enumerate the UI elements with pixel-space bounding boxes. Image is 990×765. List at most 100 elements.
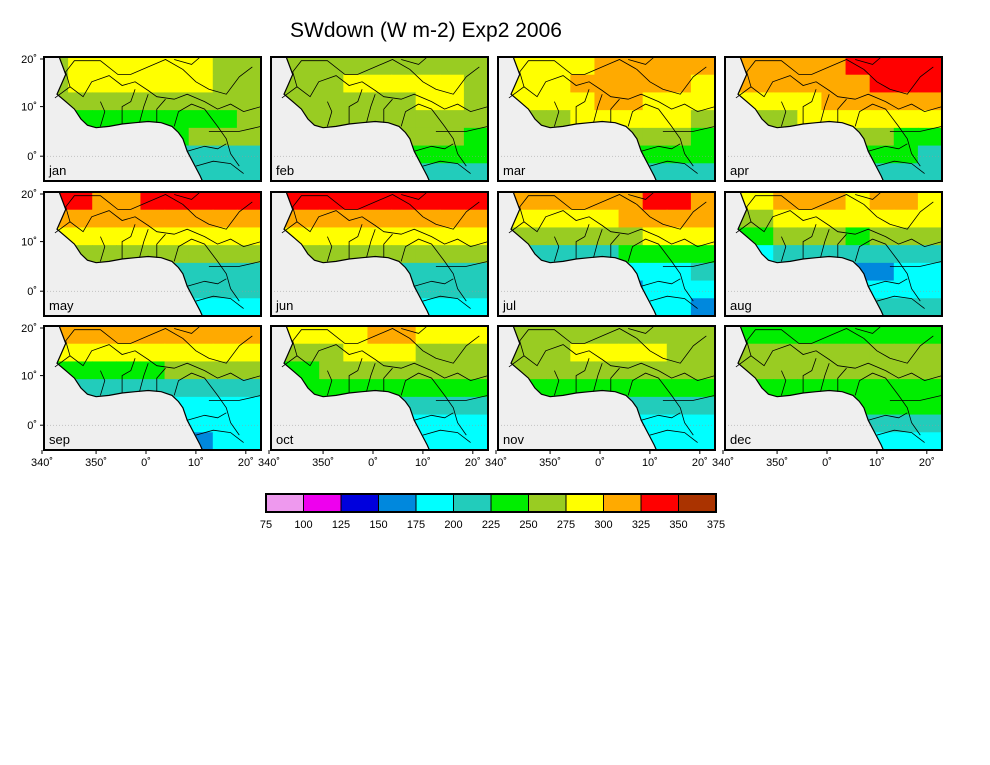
data-cell <box>140 343 166 363</box>
map-panel-nov: nov 340˚ 350˚ 0˚ 10˚ 20˚ <box>485 325 716 469</box>
data-cell <box>690 262 715 282</box>
data-cell <box>439 163 465 181</box>
data-cell <box>188 280 214 299</box>
data-cell <box>869 57 895 76</box>
data-cell <box>188 361 214 380</box>
data-cell <box>367 192 393 211</box>
data-cell <box>546 227 571 246</box>
data-cell <box>618 245 644 264</box>
data-cell <box>164 209 190 229</box>
data-cell <box>236 262 261 282</box>
colorbar-box <box>415 493 454 513</box>
data-cell <box>343 326 369 345</box>
data-cell <box>284 74 296 94</box>
data-cell <box>68 209 93 229</box>
data-cell <box>188 145 214 164</box>
data-cell <box>343 192 369 211</box>
data-cell <box>618 227 644 246</box>
data-cell <box>594 209 620 229</box>
map-panel-oct: oct 340˚ 350˚ 0˚ 10˚ 20˚ <box>258 325 489 469</box>
data-cell <box>188 110 214 129</box>
data-cell <box>68 92 93 111</box>
country-border <box>854 238 921 302</box>
data-cell <box>642 280 668 299</box>
data-cell <box>893 280 919 299</box>
data-cell <box>116 57 142 76</box>
country-border <box>383 367 393 392</box>
data-cell <box>439 343 465 363</box>
colorbar-label: 350 <box>669 519 687 531</box>
country-border <box>802 358 817 393</box>
month-label: nov <box>503 432 524 447</box>
data-cell <box>594 343 620 363</box>
data-cell <box>594 227 620 246</box>
data-cell <box>690 74 715 94</box>
data-cell <box>319 361 344 380</box>
data-cell <box>236 127 261 147</box>
data-cell <box>367 343 393 363</box>
data-cell <box>284 209 296 229</box>
country-border <box>649 295 698 309</box>
data-cell <box>236 379 261 398</box>
data-cell <box>738 209 750 229</box>
country-border <box>855 325 882 334</box>
data-cell <box>116 361 142 380</box>
data-cell <box>869 343 895 363</box>
country-border <box>519 328 707 364</box>
data-cell <box>236 74 261 94</box>
country-border <box>401 325 428 334</box>
data-cell <box>68 343 93 363</box>
country-border <box>173 238 240 302</box>
data-cell <box>690 127 715 147</box>
data-cell <box>749 361 774 380</box>
country-border <box>366 229 376 258</box>
map-panel-jan: jan 20˚ 10˚ 0˚ <box>21 54 262 182</box>
country-border <box>195 295 244 309</box>
data-cell <box>92 326 117 345</box>
country-border <box>889 126 943 132</box>
data-cell <box>439 227 465 246</box>
country-border <box>649 160 698 174</box>
data-cell <box>295 227 320 246</box>
data-cell <box>319 110 344 129</box>
data-cell <box>749 326 774 345</box>
country-border <box>641 278 681 287</box>
data-cell <box>666 379 692 398</box>
data-cell <box>522 192 547 211</box>
data-cell <box>821 192 847 211</box>
data-cell <box>522 361 547 380</box>
country-border <box>139 363 149 392</box>
data-cell <box>522 227 547 246</box>
data-cell <box>594 361 620 380</box>
data-cell <box>57 74 69 94</box>
data-cell <box>893 92 919 111</box>
country-border <box>746 59 934 95</box>
country-border <box>628 191 655 200</box>
data-cell <box>236 396 261 416</box>
data-cell <box>797 361 823 380</box>
data-cell <box>116 92 142 111</box>
data-cell <box>690 414 715 433</box>
country-border <box>414 412 454 421</box>
data-cell <box>439 326 465 345</box>
coastline <box>737 325 943 451</box>
country-border <box>519 194 707 230</box>
map-panel-aug: aug <box>724 191 943 317</box>
data-cell <box>212 326 238 345</box>
data-cell <box>57 209 69 229</box>
coastline <box>283 325 489 451</box>
data-cell <box>116 192 142 211</box>
lat-tick-label: 10˚ <box>21 371 37 383</box>
data-cell <box>869 414 895 433</box>
data-cell <box>666 227 692 246</box>
data-cell <box>463 361 488 380</box>
data-cell <box>570 227 596 246</box>
data-cell <box>295 192 320 211</box>
data-cell <box>570 92 596 111</box>
country-border <box>575 358 590 393</box>
data-cell <box>92 192 117 211</box>
data-cell <box>391 74 417 94</box>
data-cell <box>439 361 465 380</box>
country-border <box>414 143 454 152</box>
data-cell <box>690 209 715 229</box>
